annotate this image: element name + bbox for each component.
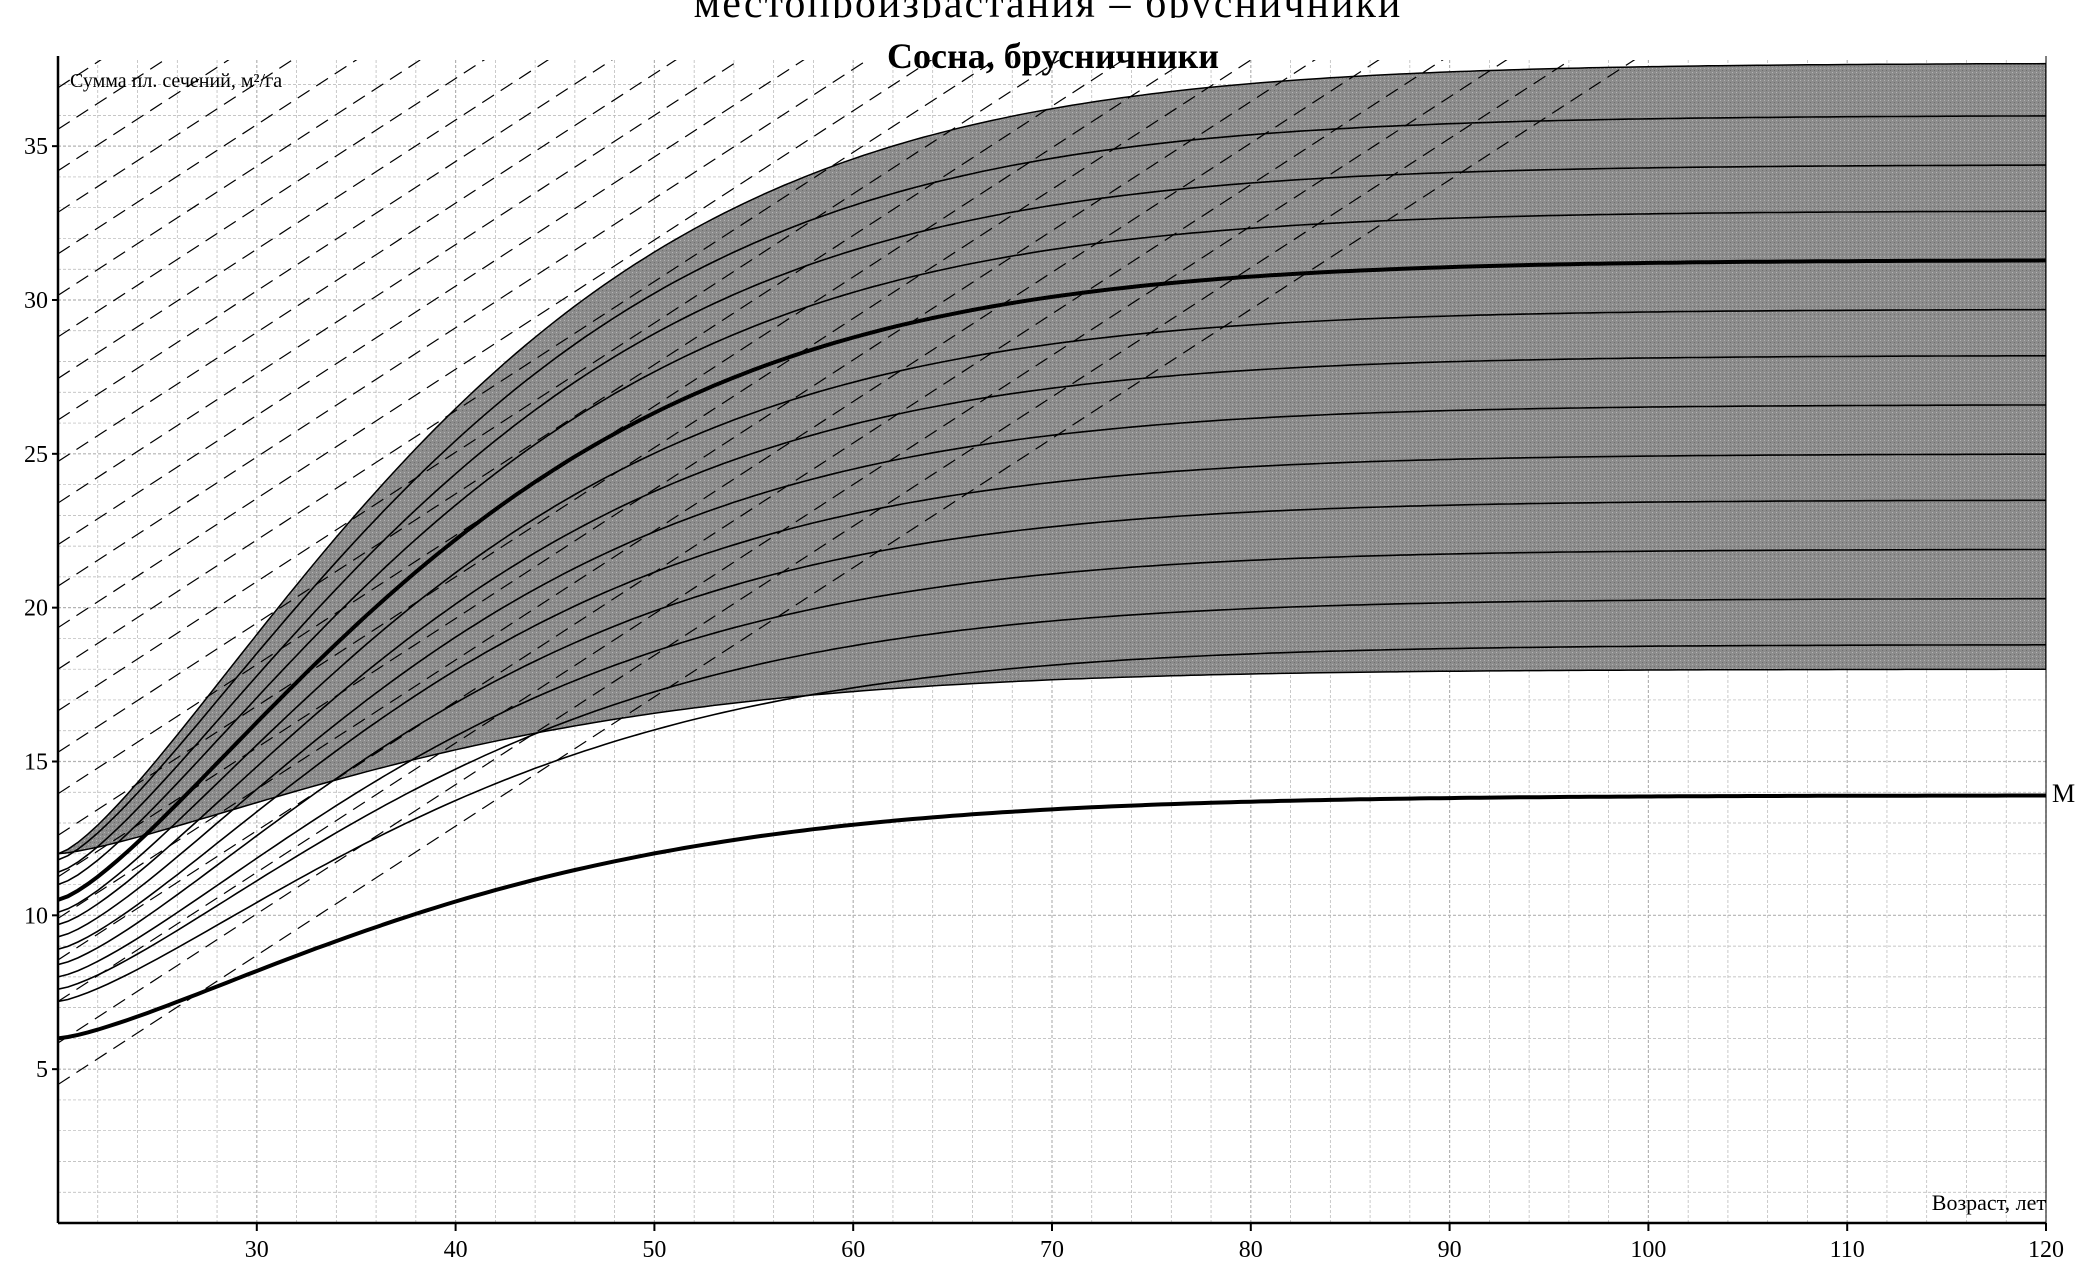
x-tick-label: 90: [1438, 1237, 1462, 1263]
growth-curve: [58, 499, 2046, 966]
y-tick-label: 15: [24, 749, 48, 775]
x-tick-label: 100: [1630, 1237, 1666, 1263]
x-tick-label: 30: [245, 1237, 269, 1263]
y-tick-label: 35: [24, 134, 48, 160]
shaded-band-area: [58, 62, 2046, 855]
page-header-text: местопроизрастания – брусничники: [0, 0, 2096, 18]
page-header-fragment: местопроизрастания – брусничники: [0, 0, 2096, 18]
x-tick-label: 70: [1040, 1237, 1064, 1263]
growth-curve: [58, 355, 2046, 926]
growth-curve: [58, 548, 2046, 978]
growth-curve: [58, 115, 2046, 861]
growth-curves: [58, 115, 2046, 1041]
growth-curve: [58, 258, 2046, 902]
curve-m: [58, 793, 2046, 1041]
y-tick-label: 25: [24, 442, 48, 468]
growth-curve: [58, 308, 2046, 914]
tick-labels: 30 40 50 60 70 80 90 100 110 120 5 10 15 20 25 30 35: [24, 134, 2064, 1263]
dashed-curve: [58, 0, 2046, 5]
y-tick-label: 5: [36, 1057, 48, 1083]
x-tick-label: 80: [1239, 1237, 1263, 1263]
growth-curve: [58, 597, 2046, 990]
y-tick-label: 30: [24, 288, 48, 314]
x-tick-label: 40: [444, 1237, 468, 1263]
growth-curve: [58, 404, 2046, 938]
chart-title: Сосна, брусничники: [887, 36, 1219, 76]
x-tick-label: 60: [841, 1237, 865, 1263]
x-tick-label: 110: [1830, 1237, 1865, 1263]
growth-curve: [58, 644, 2046, 1003]
growth-curve: [58, 164, 2046, 874]
growth-curve: [58, 210, 2046, 886]
curve-label-m: M: [2052, 779, 2075, 808]
x-axis-label: Возраст, лет: [1932, 1190, 2047, 1215]
x-tick-label: 50: [642, 1237, 666, 1263]
shaded-band: [58, 62, 2046, 855]
y-tick-label: 10: [24, 903, 48, 929]
x-tick-label: 120: [2028, 1237, 2064, 1263]
y-axis-label: Сумма пл. сечений, м²/га: [70, 70, 282, 92]
y-tick-label: 20: [24, 596, 48, 622]
growth-curve: [58, 453, 2046, 950]
